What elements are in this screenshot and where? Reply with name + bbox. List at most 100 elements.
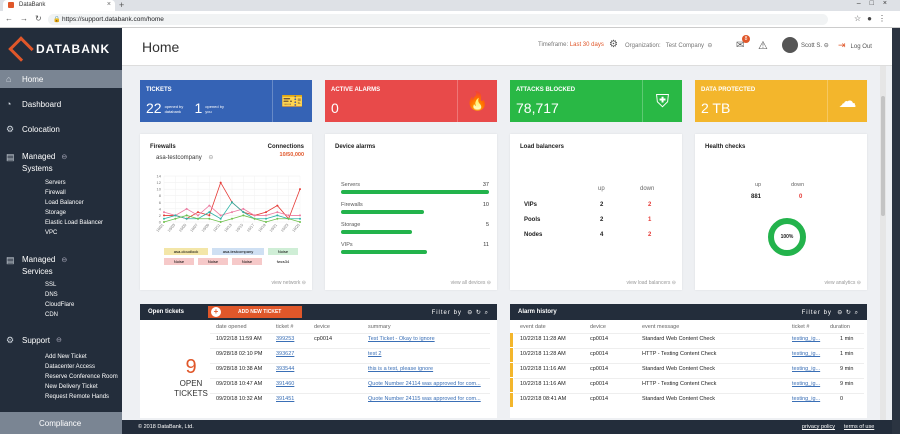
col-header[interactable]: device — [590, 324, 606, 330]
sidebar-sub-vpc[interactable]: VPC — [45, 230, 58, 236]
col-header[interactable]: summary — [368, 324, 391, 330]
ticket-summary-link[interactable]: this is a test, please ignore — [368, 366, 434, 372]
sidebar-sub-elastic-load-balancer[interactable]: Elastic Load Balancer — [45, 220, 104, 226]
alarm-row-firewalls[interactable]: Firewalls 10 — [341, 202, 489, 214]
sidebar-sub-storage[interactable]: Storage — [45, 210, 67, 216]
legend-item[interactable]: Noise — [232, 258, 262, 265]
ticket-summary-link[interactable]: Quote Number 24115 was approved for com.… — [368, 396, 481, 402]
legend-item[interactable]: Noise — [268, 248, 298, 255]
window-controls[interactable]: –□× — [856, 0, 896, 7]
databank-logo[interactable]: DATABANK — [8, 36, 110, 62]
tile-attacks-blocked[interactable]: ATTACKS BLOCKED 78,717 ⛨ — [510, 80, 682, 122]
address-bar[interactable]: 🔒 https://support.databank.com/home — [48, 14, 828, 25]
view-all-devices-link[interactable]: view all devices ⊖ — [450, 280, 491, 286]
new-tab-icon[interactable]: + — [119, 0, 125, 10]
sidebar-sub-firewall[interactable]: Firewall — [45, 190, 66, 196]
timeframe[interactable]: Timeframe: Last 30 days — [538, 42, 604, 48]
col-header[interactable]: device — [314, 324, 330, 330]
expand-icon[interactable]: ⊖ — [61, 154, 68, 161]
mail-icon[interactable]: ✉ 8 — [736, 35, 750, 51]
x-tick-label: 10/01 — [156, 223, 165, 233]
ticket-number-link[interactable]: 399253 — [276, 336, 295, 342]
filter-by[interactable]: Filter by ⊖ ↻ ⌕ — [431, 310, 489, 316]
col-header[interactable]: ticket # — [276, 324, 294, 330]
legend-item[interactable]: asa-testcompany — [212, 248, 264, 255]
browser-tab[interactable]: DataBank × — [3, 0, 115, 11]
nav-buttons[interactable]: ←→↻ — [5, 14, 49, 23]
sidebar-sub-ssl[interactable]: SSL — [45, 282, 57, 288]
sidebar-sub-remote-hands[interactable]: Request Remote Hands — [45, 394, 110, 400]
alarm-ticket-link[interactable]: testing_ig... — [792, 396, 821, 402]
expand-icon[interactable]: ⊖ — [56, 337, 62, 344]
scrollbar[interactable] — [880, 66, 886, 426]
sidebar-sub-delivery-ticket[interactable]: New Delivery Ticket — [45, 384, 98, 390]
sidebar-sub-cloudflare[interactable]: CloudFlare — [45, 302, 75, 308]
tile-data-protected[interactable]: DATA PROTECTED 2 TB ☁ — [695, 80, 867, 122]
gauge-icon: ◔ — [6, 99, 12, 109]
chevron-down-icon[interactable]: ⊖ — [707, 43, 713, 49]
warning-icon[interactable]: ⚠ — [758, 40, 768, 52]
settings-gear-icon[interactable]: ⚙ — [609, 39, 618, 50]
privacy-policy-link[interactable]: privacy policy — [802, 424, 836, 430]
tile-active-alarms[interactable]: ACTIVE ALARMS 0 🔥 — [325, 80, 497, 122]
data-point — [219, 217, 222, 220]
sidebar-sub-datacenter-access[interactable]: Datacenter Access — [45, 364, 96, 370]
legend-item[interactable]: Noise — [164, 258, 194, 265]
filter-by[interactable]: Filter by ⊖ ↻ ⌕ — [801, 310, 859, 316]
expand-icon[interactable]: ⊖ — [61, 257, 68, 264]
ticket-number-link[interactable]: 393627 — [276, 351, 295, 357]
sidebar-item-compliance[interactable]: Compliance — [0, 412, 122, 434]
browser-menu-icons[interactable]: ☆●⋮ — [853, 14, 892, 23]
sidebar-sub-dns[interactable]: DNS — [45, 292, 58, 298]
organization[interactable]: Organization: Test Company ⊖ — [625, 42, 712, 49]
sidebar-sub-conference-room[interactable]: Reserve Conference Room — [45, 374, 118, 380]
add-new-ticket-button[interactable]: + ADD NEW TICKET — [208, 306, 302, 318]
sidebar-sub-cdn[interactable]: CDN — [45, 312, 58, 318]
legend-item[interactable]: asa-cloudlock — [164, 248, 208, 255]
ticket-number-link[interactable]: 391460 — [276, 381, 295, 387]
legend-item[interactable]: fwcs34 — [276, 259, 290, 264]
ticket-summary-link[interactable]: test 2 — [368, 351, 382, 357]
col-header[interactable]: event message — [642, 324, 680, 330]
alarm-row-servers[interactable]: Servers 37 — [341, 182, 489, 194]
firewall-device-select[interactable]: asa-testcompany ⊖ — [156, 154, 213, 161]
view-analytics-link[interactable]: view analytics ⊖ — [824, 280, 861, 286]
view-network-link[interactable]: view network ⊖ — [271, 280, 307, 286]
view-load-balancers-link[interactable]: view load balancers ⊖ — [626, 280, 676, 286]
avatar[interactable] — [782, 37, 798, 53]
alarm-ticket-link[interactable]: testing_ig... — [792, 336, 821, 342]
x-tick-label: 10/13 — [224, 223, 233, 233]
alarm-row-storage[interactable]: Storage 5 — [341, 222, 489, 234]
org-value[interactable]: Test Company — [665, 43, 705, 49]
alarm-ticket-link[interactable]: testing_ig... — [792, 381, 821, 387]
user-menu[interactable]: Scott S. ⊖ — [801, 42, 829, 49]
close-tab-icon[interactable]: × — [106, 1, 111, 8]
tile-tickets[interactable]: TICKETS 22 opened by databank 1 opened by … — [140, 80, 312, 122]
sidebar-item-colocation[interactable]: ⚙ Colocation — [0, 120, 122, 138]
sidebar-sub-load-balancer[interactable]: Load Balancer — [45, 200, 84, 206]
ticket-number-link[interactable]: 391451 — [276, 396, 295, 402]
alarm-message: Standard Web Content Check — [642, 336, 715, 342]
col-header[interactable]: duration — [830, 324, 850, 330]
legend-item[interactable]: Noise — [198, 258, 228, 265]
alarm-ticket-link[interactable]: testing_ig... — [792, 351, 821, 357]
alarm-ticket-link[interactable]: testing_ig... — [792, 366, 821, 372]
sidebar-item-managed-systems[interactable]: ▤ Managed ⊖ Systems — [0, 147, 122, 173]
col-header[interactable]: event date — [520, 324, 546, 330]
terms-of-use-link[interactable]: terms of use — [844, 424, 875, 430]
ticket-summary-link[interactable]: Test Ticket - Okay to ignore — [368, 336, 435, 342]
sidebar-item-managed-services[interactable]: ▤ Managed ⊖ Services — [0, 250, 122, 276]
col-header[interactable]: ticket # — [792, 324, 810, 330]
alarm-row-vips[interactable]: VIPs 11 — [341, 242, 489, 254]
sidebar-item-home[interactable]: ⌂ Home — [0, 70, 122, 88]
sidebar-item-support[interactable]: ⚙ Support ⊖ — [0, 331, 122, 349]
logout-button[interactable]: ⇥ Log Out — [838, 40, 872, 51]
col-header[interactable]: date opened — [216, 324, 247, 330]
sidebar-sub-servers[interactable]: Servers — [45, 180, 66, 186]
ticket-summary-link[interactable]: Quote Number 24114 was approved for com.… — [368, 381, 481, 387]
sidebar-sub-add-ticket[interactable]: Add New Ticket — [45, 354, 87, 360]
timeframe-value[interactable]: Last 30 days — [569, 42, 604, 48]
sidebar-item-dashboard[interactable]: ◔ Dashboard — [0, 95, 122, 113]
scrollbar-thumb[interactable] — [881, 96, 885, 216]
ticket-number-link[interactable]: 393544 — [276, 366, 295, 372]
